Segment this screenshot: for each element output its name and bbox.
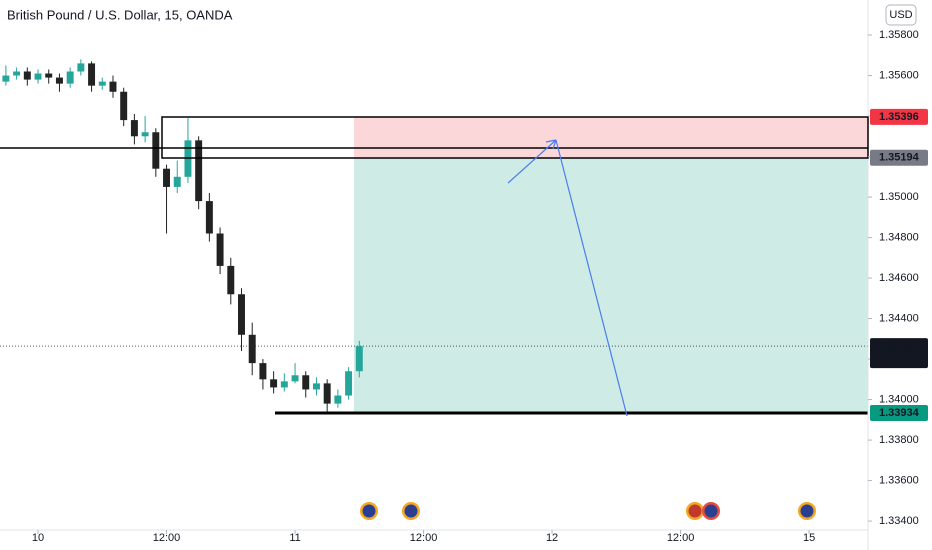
candle-body [152,132,160,169]
y-tick-label: 1.34600 [879,272,919,284]
target-zone [353,157,868,413]
flag [688,504,702,518]
x-tick-label: 12:00 [667,532,695,544]
price-badge [870,404,928,421]
candle-body [280,381,288,388]
candle-body [77,63,85,72]
x-tick-label: 12:00 [153,532,181,544]
candle-body [195,140,203,202]
candle-body [66,71,74,84]
y-tick-label: 1.35800 [879,29,919,41]
y-tick-label: 1.33400 [879,515,919,527]
candle-body [88,63,96,86]
candle-body [216,233,224,266]
candle-body [55,77,63,84]
y-tick-label: 1.35000 [879,191,919,203]
price-badge-label: 1.34264 [879,340,920,352]
candle-body [312,383,320,390]
candle-body [334,395,342,404]
candle-body [270,379,278,388]
flag [362,504,376,518]
candle-body [163,168,171,187]
candle-body [238,294,245,335]
price-badge-label: 1.33934 [879,407,920,419]
drawn-box [161,116,869,159]
candle-body [345,371,353,396]
y-tick-label: 1.33600 [879,474,919,486]
y-tick-label: 1.34000 [879,393,919,405]
candle-body [227,265,235,295]
candle-body [323,383,331,404]
countdown: 04:02 [879,355,907,367]
candle-body [98,81,106,86]
candle-body [34,73,42,80]
candle-body [302,375,310,390]
price-badge [870,108,928,125]
x-tick-label: 10 [32,532,44,544]
candle-body [291,375,299,382]
candle-body [141,132,149,137]
chart-title: British Pound / U.S. Dollar, 15, OANDA [7,7,233,22]
projection-arrow [507,139,628,417]
candle-body [23,71,31,80]
price-badge-label: 1.35194 [879,152,920,164]
candle-body [205,201,213,234]
y-tick-label: 1.35600 [879,69,919,81]
y-tick-label: 1.34800 [879,231,919,243]
candle-body [13,71,21,76]
x-tick-label: 12:00 [410,532,438,544]
candle-body [130,120,138,137]
y-tick-label: 1.33800 [879,434,919,446]
stop-zone [353,116,868,158]
candle-body [45,73,53,78]
candle-body [248,334,256,364]
candle-body [173,176,181,187]
x-tick-label: 11 [289,532,300,544]
flag [800,504,814,518]
x-tick-label: 12 [546,532,558,544]
event-icons [360,502,816,520]
currency-button[interactable] [885,4,917,26]
x-tick-label: 15 [803,532,815,544]
price-badge [870,338,928,369]
candle-body [259,363,267,380]
y-tick-label: 1.34400 [879,312,919,324]
flag [704,504,718,518]
candle-body [109,81,117,92]
candle-body [355,346,363,372]
currency-label: USD [889,9,912,21]
candle-body [120,91,128,121]
price-badge-label: 1.35396 [879,111,919,123]
candle-body [2,75,10,82]
flag [404,504,418,518]
price-badge [870,149,928,166]
